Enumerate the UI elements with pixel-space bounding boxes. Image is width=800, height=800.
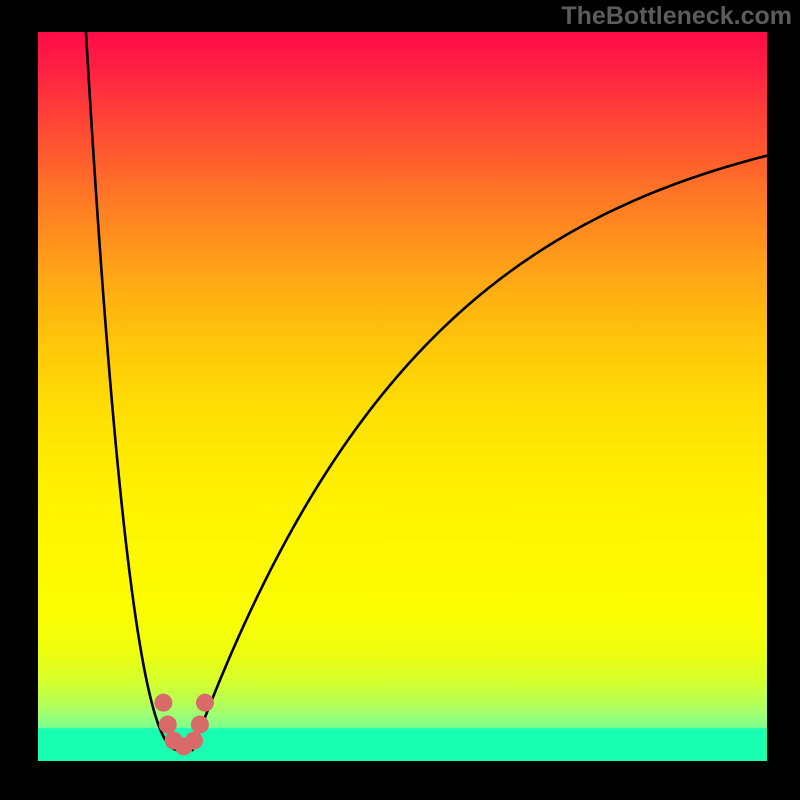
- watermark-text: TheBottleneck.com: [561, 2, 792, 31]
- chart-background: [38, 32, 767, 761]
- cusp-dot: [196, 694, 214, 712]
- stage: TheBottleneck.com: [0, 0, 800, 800]
- cusp-dot: [154, 694, 172, 712]
- cusp-dot: [191, 716, 209, 734]
- bottleneck-chart: [38, 32, 767, 761]
- cusp-dot: [185, 732, 203, 750]
- cusp-dot: [159, 716, 177, 734]
- green-optimal-band: [38, 728, 767, 761]
